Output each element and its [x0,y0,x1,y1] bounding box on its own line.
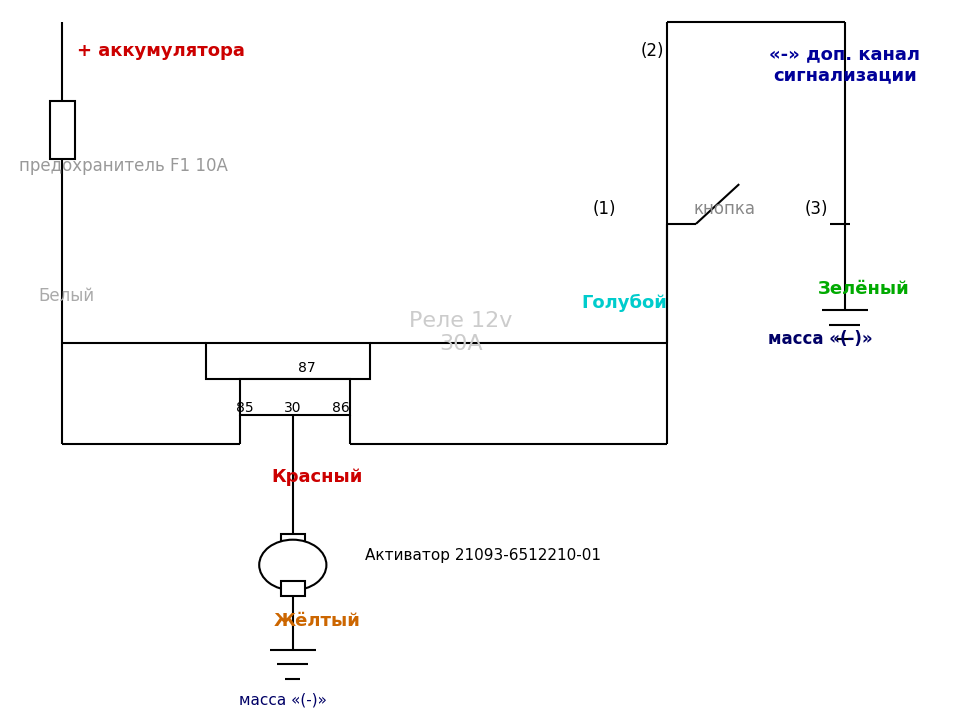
Bar [280,534,304,549]
Text: масса «(-)»: масса «(-)» [769,331,873,348]
Text: 30: 30 [284,401,301,415]
Bar [280,581,304,596]
Text: Жёлтый: Жёлтый [274,612,360,630]
Text: Активатор 21093-6512210-01: Активатор 21093-6512210-01 [365,549,601,563]
Bar [206,343,370,379]
Text: 86: 86 [332,401,349,415]
Text: Реле 12v
30А: Реле 12v 30А [409,310,513,354]
Text: предохранитель F1 10А: предохранитель F1 10А [19,157,228,175]
Text: 85: 85 [236,401,253,415]
Text: + аккумулятора: + аккумулятора [77,42,245,59]
Text: «-» доп. канал
сигнализации: «-» доп. канал сигнализации [769,45,921,84]
Text: (2): (2) [641,42,664,59]
Bar [240,379,350,415]
Text: (3): (3) [804,201,828,218]
Text: кнопка: кнопка [694,201,756,218]
Circle shape [259,540,326,591]
Bar [50,101,75,159]
Text: Белый: Белый [38,287,94,305]
Text: 87: 87 [299,361,316,375]
Text: Зелёный: Зелёный [818,280,910,297]
Text: Красный: Красный [271,468,363,485]
Text: масса «(-)»: масса «(-)» [239,693,327,708]
Text: (1): (1) [593,201,616,218]
Text: Голубой: Голубой [581,294,667,313]
